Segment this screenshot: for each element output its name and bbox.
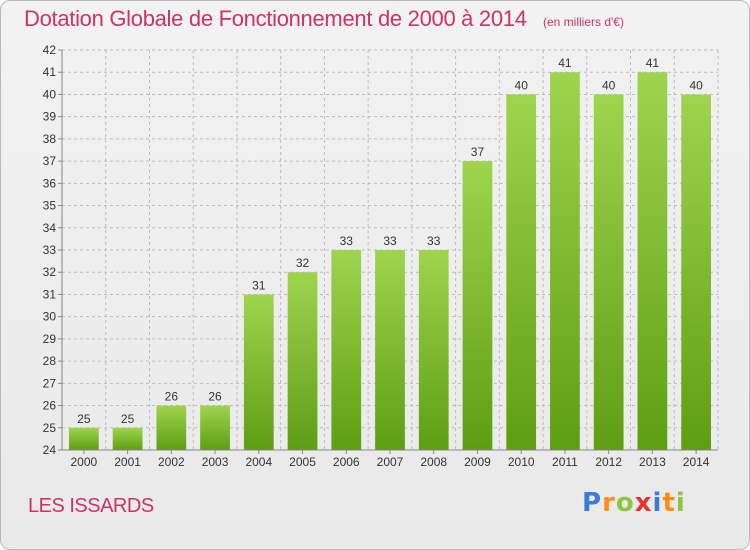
y-tick-label: 42	[43, 43, 57, 57]
bar-2006[interactable]	[331, 250, 362, 450]
y-tick-label: 28	[43, 354, 57, 368]
bar-2005[interactable]	[287, 272, 318, 450]
bar-2001[interactable]	[112, 427, 143, 450]
x-tick-label: 2001	[114, 455, 141, 469]
bar-2008[interactable]	[418, 250, 449, 450]
x-tick-label: 2012	[595, 455, 622, 469]
data-label: 31	[252, 278, 266, 292]
data-label: 33	[383, 234, 397, 248]
y-tick-label: 34	[43, 221, 57, 235]
y-tick-label: 30	[43, 310, 57, 324]
logo-letter: x	[634, 488, 653, 518]
bar-2011[interactable]	[550, 72, 580, 450]
data-label: 41	[646, 56, 660, 70]
x-tick-label: 2006	[333, 455, 360, 469]
bar-2002[interactable]	[156, 405, 187, 450]
bar-2012[interactable]	[593, 94, 624, 450]
data-label: 37	[471, 145, 485, 159]
commune-name: LES ISSARDS	[28, 495, 154, 517]
data-label: 32	[296, 256, 310, 270]
data-label: 26	[208, 390, 222, 404]
y-tick-label: 38	[43, 132, 57, 146]
x-tick-label: 2002	[158, 455, 185, 469]
x-tick-label: 2011	[552, 455, 578, 469]
x-tick-label: 2009	[464, 455, 491, 469]
x-tick-label: 2000	[71, 455, 98, 469]
bar-2003[interactable]	[200, 405, 230, 450]
logo-letter: o	[615, 488, 635, 518]
y-tick-label: 35	[43, 199, 57, 213]
data-label: 40	[515, 78, 529, 92]
x-tick-label: 2004	[245, 455, 272, 469]
data-label: 40	[689, 78, 703, 92]
bar-2014[interactable]	[681, 94, 712, 450]
bar-2013[interactable]	[637, 72, 668, 450]
bar-2010[interactable]	[506, 94, 537, 450]
data-label: 33	[340, 234, 354, 248]
bar-2009[interactable]	[462, 161, 493, 450]
data-label: 40	[602, 78, 616, 92]
x-tick-label: 2013	[639, 455, 666, 469]
x-tick-label: 2010	[508, 455, 535, 469]
logo-letter: t	[662, 488, 676, 518]
y-tick-label: 26	[43, 399, 57, 413]
x-tick-label: 2008	[420, 455, 447, 469]
logo-letter: i	[652, 488, 663, 518]
y-tick-label: 39	[43, 110, 57, 124]
chart-subtitle: (en milliers d'€)	[543, 15, 624, 29]
bar-2007[interactable]	[375, 250, 405, 450]
data-label: 25	[121, 412, 135, 426]
y-tick-label: 24	[43, 443, 57, 457]
logo-letter: P	[582, 488, 603, 518]
logo-letter: i	[675, 488, 686, 518]
y-tick-label: 27	[43, 376, 57, 390]
y-tick-label: 25	[43, 421, 57, 435]
bar-2000[interactable]	[68, 427, 99, 450]
y-tick-label: 29	[43, 332, 57, 346]
bar-2004[interactable]	[243, 294, 274, 450]
data-label: 41	[558, 56, 572, 70]
y-tick-label: 40	[43, 87, 57, 101]
data-label: 25	[77, 412, 91, 426]
x-tick-label: 2007	[377, 455, 404, 469]
x-tick-label: 2003	[202, 455, 229, 469]
y-tick-label: 37	[43, 154, 57, 168]
y-tick-label: 41	[43, 65, 57, 79]
x-tick-label: 2014	[683, 455, 710, 469]
y-tick-label: 31	[43, 287, 57, 301]
chart-title: Dotation Globale de Fonctionnement de 20…	[24, 6, 527, 31]
logo-letter: r	[602, 488, 616, 518]
y-tick-label: 32	[43, 265, 57, 279]
y-tick-label: 33	[43, 243, 57, 257]
data-label: 26	[165, 390, 179, 404]
y-tick-label: 36	[43, 176, 57, 190]
x-tick-label: 2005	[289, 455, 316, 469]
proxiti-logo[interactable]: Proxiti	[582, 488, 686, 518]
data-label: 33	[427, 234, 441, 248]
